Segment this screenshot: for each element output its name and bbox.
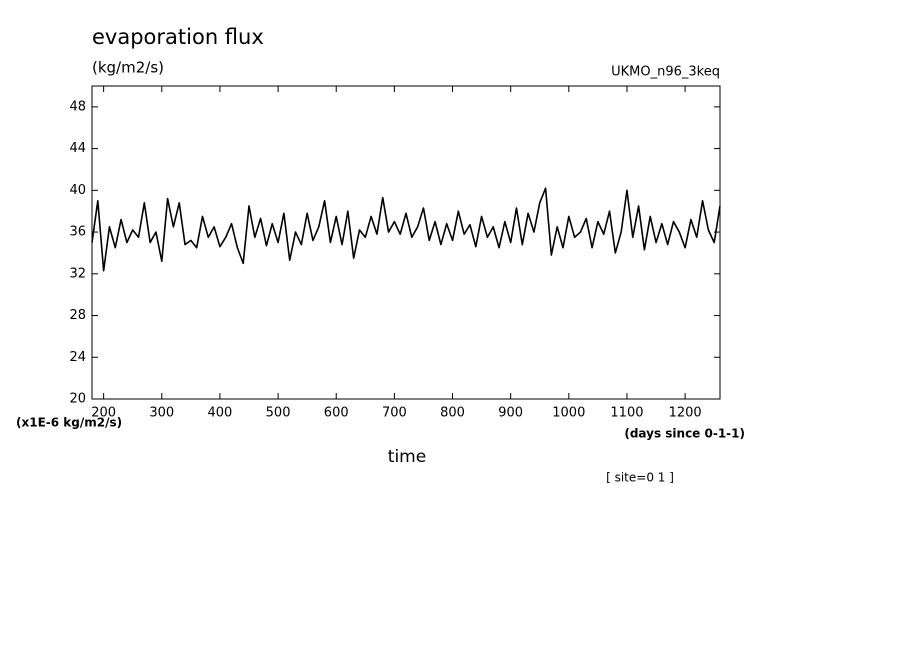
x-tick-label: 700 [382,406,407,421]
x-axis-units: (days since 0-1-1) [624,427,745,441]
x-axis-label: time [388,447,426,467]
y-tick-label: 28 [69,308,86,323]
y-tick-label: 48 [69,99,86,114]
plot-frame [91,85,721,400]
y-tick-label: 32 [69,266,86,281]
y-tick-label: 24 [69,350,86,365]
y-axis-units: (x1E-6 kg/m2/s) [16,416,122,430]
x-tick-label: 300 [149,406,174,421]
x-tick-label: 200 [91,406,116,421]
y-tick-label: 20 [69,392,86,407]
annotation: [ site=0 1 ] [606,471,674,485]
x-tick-label: 1000 [552,406,585,421]
axes: 20 24 28 32 36 40 44 48 200 300 400 500 600 700 800 900… [69,86,720,421]
dataset-label: UKMO_n96_3keq [611,65,720,80]
x-tick-label: 600 [324,406,349,421]
y-tick-label: 36 [69,225,86,240]
x-tick-label: 1200 [669,406,702,421]
x-tick-label: 500 [266,406,291,421]
x-tick-label: 900 [498,406,523,421]
x-tick-label: 1100 [610,406,643,421]
y-tick-label: 40 [69,183,86,198]
x-tick-label: 800 [440,406,465,421]
chart-title: evaporation flux [92,25,264,49]
y-tick-label: 44 [69,141,86,156]
x-tick-label: 400 [208,406,233,421]
data-line [91,187,721,272]
chart-subtitle: (kg/m2/s) [92,59,164,77]
